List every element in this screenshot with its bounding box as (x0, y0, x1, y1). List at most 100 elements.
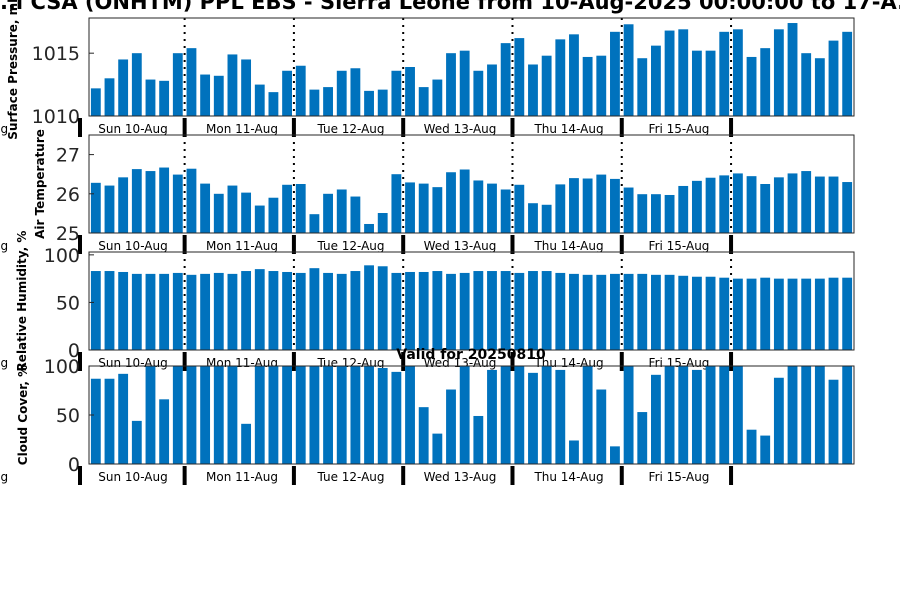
bar (418, 87, 429, 116)
bar (514, 38, 525, 116)
bar (213, 366, 224, 464)
bar (350, 271, 361, 350)
bar (446, 53, 456, 116)
bar (159, 273, 170, 350)
bar (446, 172, 456, 233)
bar (336, 189, 347, 233)
bar (418, 271, 429, 350)
bar (364, 366, 374, 464)
bar (432, 433, 443, 464)
bar (801, 278, 812, 350)
bar (528, 64, 538, 116)
bar (596, 274, 607, 350)
bar (241, 192, 252, 233)
bar (405, 366, 415, 464)
x-tick-label: Sat 09-Aug (0, 122, 8, 136)
bar (691, 180, 702, 233)
bar (746, 56, 757, 116)
bar (200, 74, 211, 116)
bar (746, 429, 757, 464)
bar (528, 203, 538, 233)
bar (610, 273, 620, 350)
bar (200, 366, 211, 464)
x-tick-label: Wed 13-Aug (424, 239, 497, 253)
bar (678, 366, 689, 464)
bar (719, 277, 730, 350)
bar (555, 272, 566, 350)
bar (336, 273, 347, 350)
bar (473, 70, 484, 116)
x-tick-label: Sun 10-Aug (98, 239, 167, 253)
bar (664, 194, 675, 233)
bar (719, 175, 730, 233)
panel-1: 1010 1015 Surface Pressure, mbSat 09-Aug Su… (0, 0, 855, 140)
bar (295, 65, 306, 116)
bar (814, 366, 825, 464)
bar (487, 271, 497, 350)
bar (473, 415, 484, 464)
bar (842, 277, 853, 350)
x-tick-label: Thu 14-Aug (533, 122, 603, 136)
bar (610, 178, 620, 233)
x-tick-label: Mon 11-Aug (206, 239, 278, 253)
bar (500, 271, 511, 350)
bar (159, 399, 170, 464)
bar (350, 366, 361, 464)
bar (350, 68, 361, 116)
bar (186, 366, 197, 464)
bar (241, 271, 252, 350)
bar (391, 174, 402, 233)
bar (323, 272, 333, 350)
bar (664, 274, 675, 350)
bar (364, 265, 374, 350)
bar (254, 366, 265, 464)
bar (186, 274, 197, 350)
bar (610, 446, 620, 464)
bar (623, 24, 634, 117)
bar (719, 366, 730, 464)
bar (172, 366, 183, 464)
bar (500, 43, 511, 116)
bar (637, 194, 648, 233)
x-tick-label: Tue 12-Aug (316, 239, 384, 253)
bar (541, 271, 552, 350)
bar (405, 182, 415, 233)
x-tick-label: Thu 14-Aug (533, 470, 603, 484)
bar (309, 89, 320, 116)
bar (678, 275, 689, 350)
bar (282, 366, 292, 464)
bar (582, 56, 593, 116)
bar (377, 89, 388, 116)
x-tick-label: Sat 09-Aug (0, 239, 8, 253)
bar (145, 171, 156, 233)
bar (514, 184, 525, 233)
bar (90, 378, 101, 464)
bar (118, 59, 129, 116)
bar (172, 53, 183, 116)
bar (787, 366, 798, 464)
bar (295, 366, 306, 464)
bar (90, 271, 101, 350)
bar (842, 182, 853, 233)
bar (664, 30, 675, 117)
bar (487, 183, 497, 233)
bar (664, 366, 675, 464)
bar (323, 193, 333, 233)
bar (405, 271, 415, 350)
bar (227, 54, 238, 116)
bar (145, 273, 156, 350)
bar (459, 366, 470, 464)
y-tick-label: 100 (44, 356, 80, 378)
y-axis-label: Cloud Cover, % (16, 365, 30, 465)
bar (787, 278, 798, 350)
bar (172, 272, 183, 350)
plot-frame (88, 134, 855, 234)
y-tick-label: 50 (56, 292, 80, 314)
bar (651, 374, 661, 464)
chart-title: ...l CSA (ONHTM) PPL EBS - Sierra Leone … (0, 0, 900, 14)
x-tick-label: Sun 10-Aug (98, 470, 167, 484)
bar (391, 371, 402, 464)
x-tick-label: Fri 15-Aug (649, 122, 710, 136)
